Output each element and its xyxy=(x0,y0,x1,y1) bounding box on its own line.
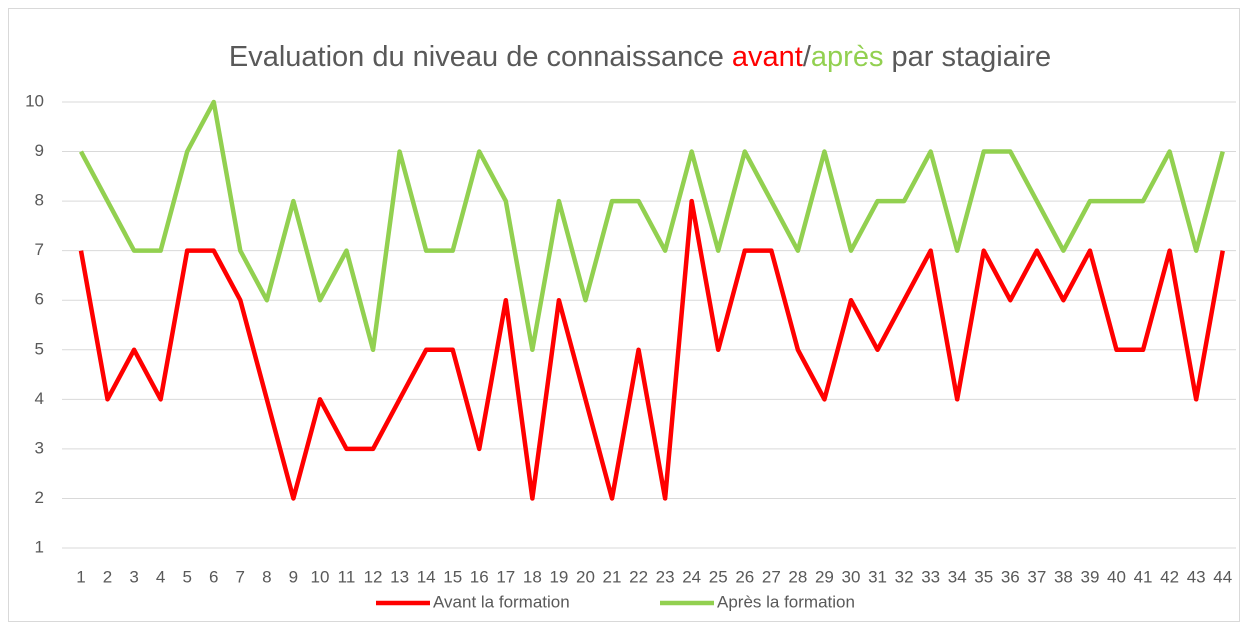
y-tick-label: 6 xyxy=(35,290,44,309)
x-tick-label: 31 xyxy=(868,567,887,586)
x-tick-label: 22 xyxy=(629,567,648,586)
x-tick-label: 5 xyxy=(182,567,191,586)
x-tick-label: 36 xyxy=(1001,567,1020,586)
x-tick-label: 25 xyxy=(709,567,728,586)
x-tick-label: 39 xyxy=(1081,567,1100,586)
x-tick-label: 24 xyxy=(682,567,701,586)
title-part: par stagiaire xyxy=(883,41,1051,73)
y-tick-label: 9 xyxy=(35,141,44,160)
series-line xyxy=(78,198,1225,501)
x-tick-label: 38 xyxy=(1054,567,1073,586)
y-tick-label: 7 xyxy=(35,240,44,259)
x-tick-label: 29 xyxy=(815,567,834,586)
x-tick-label: 16 xyxy=(470,567,489,586)
x-tick-label: 3 xyxy=(129,567,138,586)
y-tick-label: 1 xyxy=(35,537,44,556)
y-tick-label: 3 xyxy=(35,438,44,457)
x-tick-label: 20 xyxy=(576,567,595,586)
y-tick-label: 5 xyxy=(35,339,44,358)
x-tick-label: 2 xyxy=(103,567,112,586)
y-tick-label: 8 xyxy=(35,191,44,210)
title-part: avant xyxy=(732,41,803,73)
x-tick-label: 37 xyxy=(1027,567,1046,586)
x-tick-label: 35 xyxy=(974,567,993,586)
x-tick-label: 26 xyxy=(735,567,754,586)
x-tick-label: 8 xyxy=(262,567,271,586)
x-tick-label: 27 xyxy=(762,567,781,586)
x-tick-label: 19 xyxy=(549,567,568,586)
x-tick-label: 6 xyxy=(209,567,218,586)
x-tick-label: 14 xyxy=(417,567,436,586)
chart-title: Evaluation du niveau de connaissance ava… xyxy=(229,41,1051,73)
x-tick-label: 30 xyxy=(842,567,861,586)
x-tick-label: 17 xyxy=(496,567,515,586)
x-tick-label: 28 xyxy=(788,567,807,586)
chart-border xyxy=(8,8,1240,622)
x-tick-label: 12 xyxy=(364,567,383,586)
y-tick-label: 2 xyxy=(35,488,44,507)
y-tick-label: 10 xyxy=(25,91,44,110)
y-tick-label: 4 xyxy=(35,389,44,408)
x-tick-label: 1 xyxy=(76,567,85,586)
x-tick-label: 41 xyxy=(1134,567,1153,586)
x-tick-label: 9 xyxy=(289,567,298,586)
x-tick-label: 10 xyxy=(310,567,329,586)
x-tick-label: 11 xyxy=(338,567,356,586)
x-tick-label: 32 xyxy=(895,567,914,586)
title-part: Evaluation du niveau de connaissance xyxy=(229,41,732,73)
x-tick-label: 7 xyxy=(236,567,245,586)
x-tick-label: 40 xyxy=(1107,567,1126,586)
legend-label: Après la formation xyxy=(717,592,855,611)
x-tick-label: 42 xyxy=(1160,567,1179,586)
x-tick-label: 21 xyxy=(603,567,622,586)
x-tick-label: 4 xyxy=(156,567,165,586)
x-tick-label: 15 xyxy=(443,567,462,586)
title-part: / xyxy=(803,41,812,73)
legend-label: Avant la formation xyxy=(433,592,570,611)
title-part: après xyxy=(811,41,884,73)
x-tick-label: 43 xyxy=(1187,567,1206,586)
series-line xyxy=(78,99,1225,353)
x-tick-label: 33 xyxy=(921,567,940,586)
x-tick-label: 13 xyxy=(390,567,409,586)
x-tick-label: 23 xyxy=(656,567,675,586)
x-tick-label: 44 xyxy=(1213,567,1232,586)
x-tick-label: 18 xyxy=(523,567,542,586)
x-tick-label: 34 xyxy=(948,567,967,586)
